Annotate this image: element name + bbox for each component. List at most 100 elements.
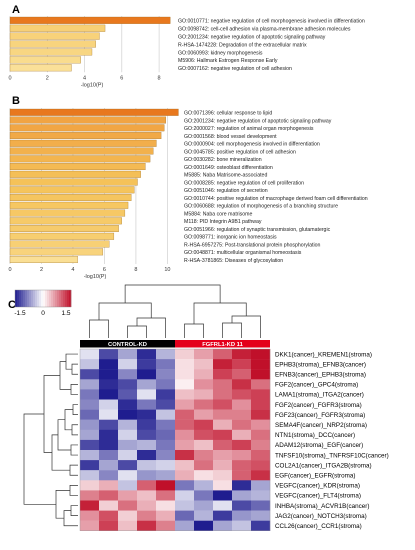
panel-b-x-tick-label-5: 10 bbox=[164, 267, 170, 273]
heatmap-cell bbox=[213, 359, 233, 370]
heatmap-cell bbox=[99, 480, 119, 491]
column-dendrogram-branch bbox=[193, 302, 247, 324]
heatmap-cell bbox=[251, 480, 271, 491]
panel-a-x-tick-label-3: 6 bbox=[120, 75, 123, 81]
panel-b-bar-15 bbox=[9, 225, 119, 232]
heatmap-cell bbox=[175, 379, 195, 390]
heatmap-cell bbox=[80, 379, 100, 390]
panel-a-bar-label-3: R-HSA-1474228: Degradation of the extrac… bbox=[178, 42, 307, 48]
panel-a-x-axis-label: -log10(P) bbox=[81, 82, 104, 88]
heatmap-cell bbox=[156, 460, 176, 471]
heatmap-cell bbox=[80, 500, 100, 511]
panel-b-bar-6 bbox=[9, 155, 151, 163]
heatmap-cell bbox=[137, 520, 157, 531]
heatmap-cell bbox=[194, 520, 214, 531]
heatmap-cell bbox=[251, 429, 271, 441]
panel-b-bar-4 bbox=[9, 139, 157, 147]
heatmap-cell bbox=[118, 520, 138, 531]
heatmap-cell bbox=[156, 419, 176, 430]
panel-b-bar-2 bbox=[9, 124, 165, 132]
heatmap-cell bbox=[99, 500, 119, 511]
heatmap-row-label-3: FGF2(cancer)_GPC4(stroma) bbox=[275, 382, 358, 389]
panel-b-bar-17 bbox=[9, 240, 110, 248]
panel-b-bar-label-14: M118: PID Integrin A9B1 pathway bbox=[184, 219, 262, 225]
heatmap-cell bbox=[251, 470, 271, 481]
heatmap-cell bbox=[251, 510, 271, 521]
panel-b-bar-10 bbox=[9, 186, 135, 194]
heatmap-cell bbox=[232, 349, 252, 360]
row-dendrogram-branch bbox=[69, 485, 78, 496]
heatmap-row-label-10: TNFSF10(stroma)_TNFRSF10C(cancer) bbox=[275, 452, 389, 459]
heatmap-cell bbox=[194, 500, 214, 511]
heatmap-cell bbox=[232, 399, 252, 410]
heatmap-cell bbox=[99, 450, 119, 461]
panel-a-bar-chart: 0 2 4 6 8 -log10(P) GO:0010771: negative regul… bbox=[8, 16, 365, 88]
heatmap-cell bbox=[137, 379, 157, 390]
panel-b-bar-12 bbox=[9, 201, 129, 209]
legend-color-step bbox=[67, 290, 70, 307]
heatmap-cell bbox=[99, 490, 119, 501]
legend-color-step bbox=[17, 290, 20, 307]
heatmap-cell bbox=[137, 490, 157, 501]
panel-letter-a: A bbox=[12, 4, 20, 16]
heatmap-cell bbox=[232, 500, 252, 511]
heatmap-cell bbox=[137, 500, 157, 511]
legend-color-step bbox=[21, 290, 24, 307]
heatmap-cell bbox=[156, 490, 176, 501]
heatmap-cell bbox=[213, 450, 233, 461]
heatmap-cell bbox=[175, 520, 195, 531]
heatmap-cell bbox=[137, 399, 157, 410]
heatmap-cell bbox=[213, 480, 233, 491]
panel-b-bar-19 bbox=[9, 256, 78, 263]
heatmap-cell bbox=[80, 510, 100, 521]
heatmap-cell bbox=[251, 399, 271, 410]
panel-b-bar-label-0: GO:0071396: cellular response to lipid bbox=[184, 111, 272, 117]
legend-color-step bbox=[43, 290, 46, 307]
column-dendrogram-branch bbox=[127, 325, 147, 338]
heatmap-cell bbox=[232, 369, 252, 380]
heatmap-cell bbox=[232, 480, 252, 491]
heatmap-cell bbox=[99, 419, 119, 430]
heatmap-cell bbox=[99, 399, 119, 410]
legend-color-step bbox=[33, 290, 36, 307]
heatmap-cell bbox=[175, 349, 195, 360]
panel-a-bar-3 bbox=[9, 40, 96, 48]
heatmap-cell bbox=[232, 439, 252, 451]
heatmap-cell bbox=[232, 510, 252, 521]
panel-letter-c: C bbox=[8, 299, 16, 311]
legend-color-step bbox=[51, 290, 54, 307]
heatmap-cell bbox=[137, 480, 157, 491]
column-group-bar-0 bbox=[80, 340, 175, 348]
panel-a-x-tick-label-2: 4 bbox=[83, 75, 86, 81]
panel-b-bar-label-17: R-HSA-6957275: Post-translational protei… bbox=[184, 242, 321, 248]
row-dendrogram-branch bbox=[70, 384, 78, 395]
heatmap-cell bbox=[118, 409, 138, 420]
heatmap-cell bbox=[175, 439, 195, 451]
panel-b-bar-label-6: GO:0030282: bone mineralization bbox=[184, 157, 262, 163]
heatmap-cell bbox=[118, 480, 138, 491]
heatmap-cell bbox=[175, 490, 195, 501]
heatmap-cell bbox=[213, 510, 233, 521]
heatmap-cell bbox=[194, 470, 214, 481]
heatmap-row-label-6: FGF23(cancer)_FGFR3(stroma) bbox=[275, 412, 365, 419]
heatmap-cell bbox=[213, 500, 233, 511]
heatmap-cell bbox=[175, 369, 195, 380]
heatmap-cell bbox=[80, 349, 100, 360]
heatmap-cell bbox=[213, 349, 233, 360]
panel-b-bar-label-10: GO:0051046: regulation of secretion bbox=[184, 188, 268, 194]
heatmap-cell bbox=[156, 399, 176, 410]
heatmap-cell bbox=[194, 490, 214, 501]
panel-a-bar-0 bbox=[9, 16, 171, 24]
heatmap-cell bbox=[194, 439, 214, 451]
heatmap-row-label-5: FGF2(cancer)_FGFR3(stroma) bbox=[275, 402, 362, 409]
panel-b-bar-label-16: GO:0098771: inorganic ion homeostasis bbox=[184, 235, 277, 241]
legend-color-step bbox=[59, 290, 62, 307]
column-group-label-1: FGFRL1-KD 11 bbox=[202, 342, 243, 348]
heatmap-cell bbox=[175, 500, 195, 511]
panel-b-bar-chart: 0 2 4 6 8 10 -log10(P) GO:0071396: cellular res… bbox=[8, 108, 368, 280]
heatmap-cell bbox=[80, 409, 100, 420]
heatmap-cell bbox=[156, 480, 176, 491]
panel-a-bar-2 bbox=[9, 32, 100, 40]
heatmap-cell bbox=[251, 520, 271, 531]
panel-b-x-axis-label: -log10(P) bbox=[84, 274, 107, 280]
